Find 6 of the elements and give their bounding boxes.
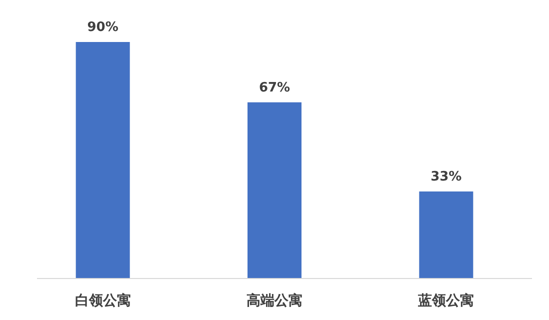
- data-label: 67%: [258, 80, 290, 96]
- x-tick-label: 高端公寓: [246, 292, 302, 309]
- data-label: 33%: [430, 169, 462, 184]
- x-tick-label: 白领公寓: [74, 292, 131, 309]
- x-tick-label: 蓝领公寓: [417, 292, 474, 309]
- data-label: 90%: [87, 20, 118, 35]
